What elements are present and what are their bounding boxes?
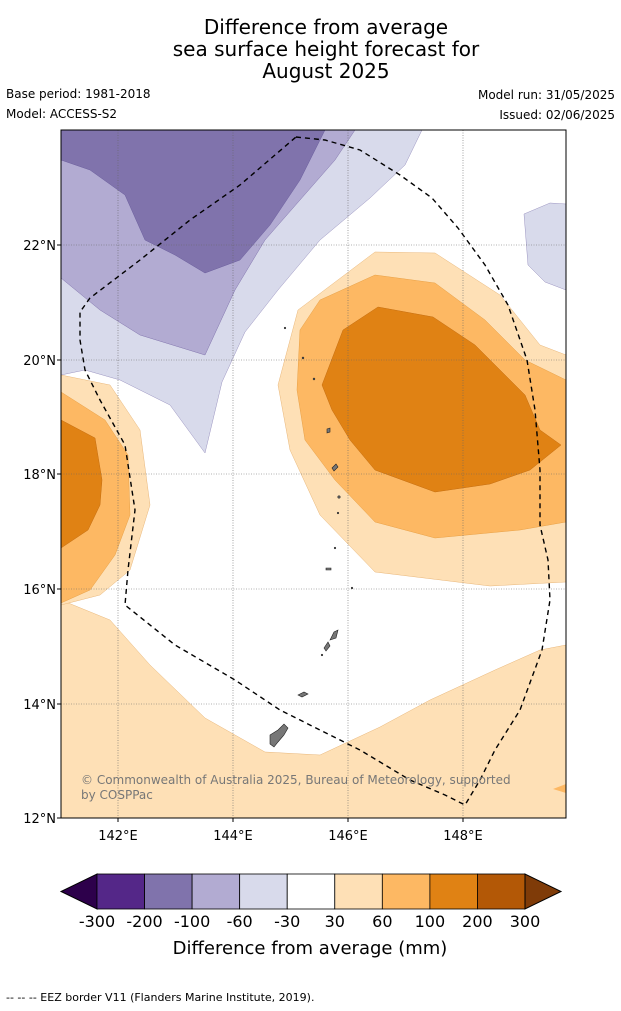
- map-title: Difference from average sea surface heig…: [0, 16, 621, 82]
- graticule: [61, 130, 566, 818]
- island-alamagan: [333, 546, 337, 550]
- title-line-1: Difference from average: [203, 15, 449, 39]
- colorbar-segment-1: [144, 873, 193, 910]
- base-period-label: Base period: 1981-2018: [6, 87, 151, 101]
- contour-100-to-200-east: [321, 306, 562, 493]
- contour-minus-100-to-minus-200: [61, 130, 326, 274]
- island-agrihan: [331, 463, 339, 472]
- axis-ticks: [57, 244, 464, 822]
- lon-label-148e: 148°E: [443, 829, 483, 844]
- copyright-line-1: © Commonwealth of Australia 2025, Bureau…: [81, 773, 511, 787]
- islands: [269, 326, 354, 748]
- eez-border: [79, 136, 551, 806]
- colorbar-tick-2: -100: [174, 912, 210, 931]
- colorbar-segment-7: [429, 873, 478, 910]
- island-rota: [297, 691, 309, 698]
- colorbar-tick-7: 100: [415, 912, 446, 931]
- contour-30-to-60-corner: [553, 784, 566, 793]
- lon-label-144e: 144°E: [213, 829, 253, 844]
- lon-label-142e: 142°E: [98, 829, 138, 844]
- colorbar-tick-1: -200: [126, 912, 162, 931]
- contour-100-to-200-west: [61, 419, 103, 549]
- colorbar-segment-3: [239, 873, 288, 910]
- model-label: Model: ACCESS-S2: [6, 107, 118, 121]
- colorbar-tick-3: -60: [227, 912, 253, 931]
- colorbar-tick-9: 300: [510, 912, 541, 931]
- colorbar-segment-4: [286, 873, 336, 910]
- title-line-3: August 2025: [262, 59, 390, 83]
- lat-label-12n: 12°N: [23, 812, 56, 827]
- contour-30-to-60-south: [61, 599, 566, 818]
- colorbar-segment-5: [334, 873, 383, 910]
- issued-label: Issued: 02/06/2025: [499, 108, 615, 122]
- island-farallon: [301, 356, 305, 360]
- island-guam: [269, 723, 289, 748]
- lat-label-20n: 20°N: [23, 354, 56, 369]
- island-pagan: [326, 427, 331, 434]
- island-anatahan: [337, 495, 341, 499]
- lon-label-146e: 146°E: [328, 829, 368, 844]
- colorbar-tick-0: -300: [79, 912, 115, 931]
- contour-minus-30-to-minus-60-east: [523, 202, 566, 291]
- colorbar: -300 -200 -100 -60 -30 30 60 100 200 300: [59, 873, 563, 931]
- island-uracas: [283, 326, 287, 330]
- colorbar-tick-6: 60: [372, 912, 392, 931]
- colorbar-segment-6: [381, 873, 431, 910]
- colorbar-title: Difference from average (mm): [173, 938, 448, 959]
- colorbar-tick-4: -30: [274, 912, 300, 931]
- island-sarigan: [325, 567, 332, 571]
- colorbar-extend-low: [59, 873, 98, 910]
- island-saipan: [329, 629, 339, 641]
- lat-label-18n: 18°N: [23, 468, 56, 483]
- colorbar-segment-2: [191, 873, 241, 910]
- title-line-2: sea surface height forecast for: [172, 37, 480, 61]
- colorbar-tick-5: 30: [325, 912, 345, 931]
- colorbar-segment-0: [96, 873, 145, 910]
- island-medinilla: [350, 586, 354, 590]
- colorbar-tick-8: 200: [462, 912, 493, 931]
- lat-label-22n: 22°N: [23, 239, 56, 254]
- island-tinian: [323, 641, 331, 652]
- copyright-line-2: by COSPPac: [81, 788, 153, 802]
- colorbar-extend-high: [524, 873, 563, 910]
- island-maug: [312, 377, 316, 381]
- eez-footnote: -- -- -- EEZ border V11 (Flanders Marine…: [6, 991, 315, 1004]
- island-guguan: [336, 511, 340, 515]
- island-aguijan: [320, 653, 324, 657]
- lat-label-16n: 16°N: [23, 583, 56, 598]
- lat-label-14n: 14°N: [23, 698, 56, 713]
- model-run-label: Model run: 31/05/2025: [477, 88, 615, 102]
- colorbar-segment-8: [477, 873, 526, 910]
